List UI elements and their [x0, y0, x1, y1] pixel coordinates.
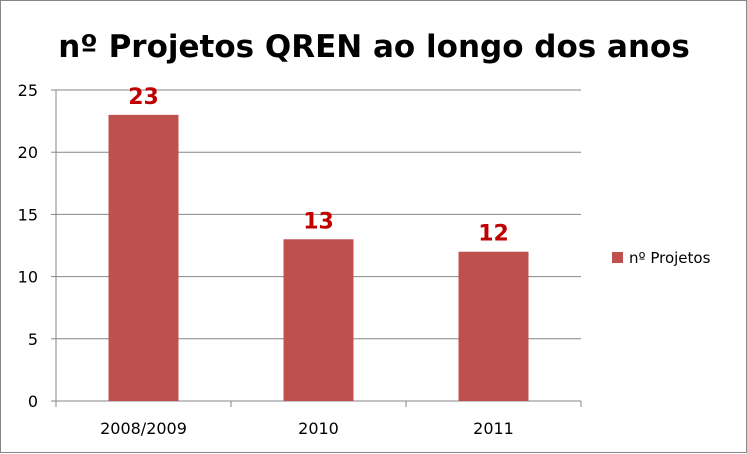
bar	[108, 114, 179, 401]
legend-swatch	[612, 252, 623, 263]
data-label: 23	[128, 85, 159, 110]
x-tick-label: 2008/2009	[100, 419, 187, 438]
bars	[108, 114, 529, 401]
chart-title: nº Projetos QREN ao longo dos anos	[58, 29, 690, 65]
x-tick-label: 2011	[473, 419, 514, 438]
legend: nº Projetos	[612, 249, 711, 267]
y-tick-label: 20	[18, 143, 38, 162]
y-tick-label: 15	[18, 205, 38, 224]
y-tick-label: 25	[18, 81, 38, 100]
data-label: 12	[478, 222, 509, 247]
data-label: 13	[303, 209, 334, 234]
x-tick-label: 2010	[298, 419, 339, 438]
y-axis-tick-labels: 0 5 10 15 20 25	[18, 81, 38, 411]
legend-label: nº Projetos	[629, 249, 711, 267]
bar	[458, 251, 529, 401]
y-tick-label: 0	[28, 392, 38, 411]
x-axis-tick-labels: 2008/2009 2010 2011	[100, 419, 514, 438]
bar	[283, 239, 354, 401]
data-labels: 23 13 12	[128, 85, 509, 247]
y-tick-label: 10	[18, 268, 38, 287]
y-tick-label: 5	[28, 330, 38, 349]
